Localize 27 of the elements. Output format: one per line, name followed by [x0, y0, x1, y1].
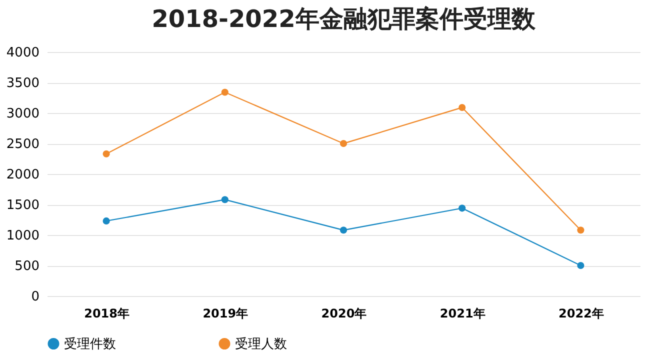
y-tick-label: 2000 [6, 168, 40, 182]
point [458, 204, 466, 212]
point [102, 150, 110, 158]
y-tick-label: 3500 [6, 76, 40, 91]
point [577, 226, 584, 234]
point [458, 104, 466, 112]
y-tick-label: 1000 [6, 228, 40, 244]
x-tick-label: 2018年 [84, 306, 130, 320]
legend-label: 受理件数 [64, 336, 116, 352]
legend-label: 受理人数 [235, 336, 287, 352]
point [340, 226, 348, 234]
x-tick-label: 2021年 [440, 306, 486, 320]
point [577, 262, 584, 270]
point [221, 196, 228, 204]
x-tick-label: 2019年 [202, 306, 248, 320]
y-tick-label: 2500 [6, 137, 40, 152]
y-tick-label: 1500 [6, 198, 40, 213]
y-tick-label: 0 [31, 290, 40, 304]
chart-title: 2018-2022年金融犯罪案件受理数 [152, 5, 536, 33]
y-tick-label: 500 [14, 259, 40, 274]
point [340, 140, 348, 148]
point [221, 88, 228, 96]
y-tick-label: 4000 [6, 46, 40, 60]
y-tick-label: 3000 [6, 106, 40, 122]
point [102, 217, 110, 224]
x-tick-label: 2020年 [321, 306, 367, 320]
x-tick-label: 2022年 [558, 306, 604, 320]
